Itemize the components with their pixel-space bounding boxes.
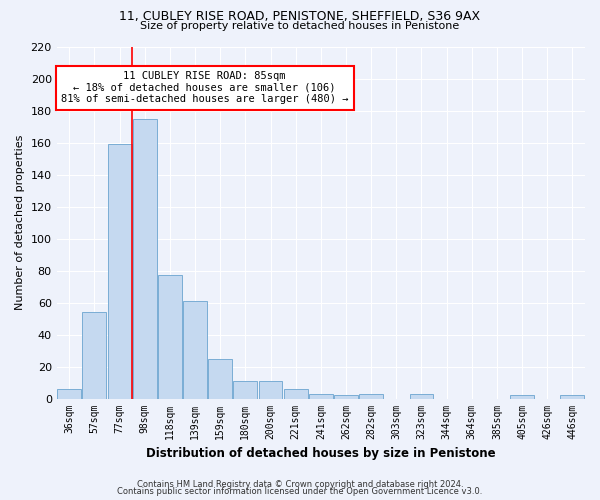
Bar [359, 394, 383, 398]
Bar [560, 396, 584, 398]
Text: 11, CUBLEY RISE ROAD, PENISTONE, SHEFFIELD, S36 9AX: 11, CUBLEY RISE ROAD, PENISTONE, SHEFFIE… [119, 10, 481, 23]
Text: Size of property relative to detached houses in Penistone: Size of property relative to detached ho… [140, 21, 460, 31]
Bar [158, 276, 182, 398]
Text: Contains HM Land Registry data © Crown copyright and database right 2024.: Contains HM Land Registry data © Crown c… [137, 480, 463, 489]
Bar [284, 389, 308, 398]
Bar [309, 394, 333, 398]
Bar [259, 381, 283, 398]
Bar [107, 144, 131, 399]
X-axis label: Distribution of detached houses by size in Penistone: Distribution of detached houses by size … [146, 447, 496, 460]
Text: Contains public sector information licensed under the Open Government Licence v3: Contains public sector information licen… [118, 487, 482, 496]
Bar [183, 301, 207, 398]
Bar [133, 118, 157, 398]
Bar [334, 396, 358, 398]
Bar [208, 358, 232, 399]
Bar [233, 381, 257, 398]
Bar [82, 312, 106, 398]
Bar [57, 389, 81, 398]
Y-axis label: Number of detached properties: Number of detached properties [15, 135, 25, 310]
Bar [410, 394, 433, 398]
Bar [510, 396, 534, 398]
Text: 11 CUBLEY RISE ROAD: 85sqm
← 18% of detached houses are smaller (106)
81% of sem: 11 CUBLEY RISE ROAD: 85sqm ← 18% of deta… [61, 71, 349, 104]
